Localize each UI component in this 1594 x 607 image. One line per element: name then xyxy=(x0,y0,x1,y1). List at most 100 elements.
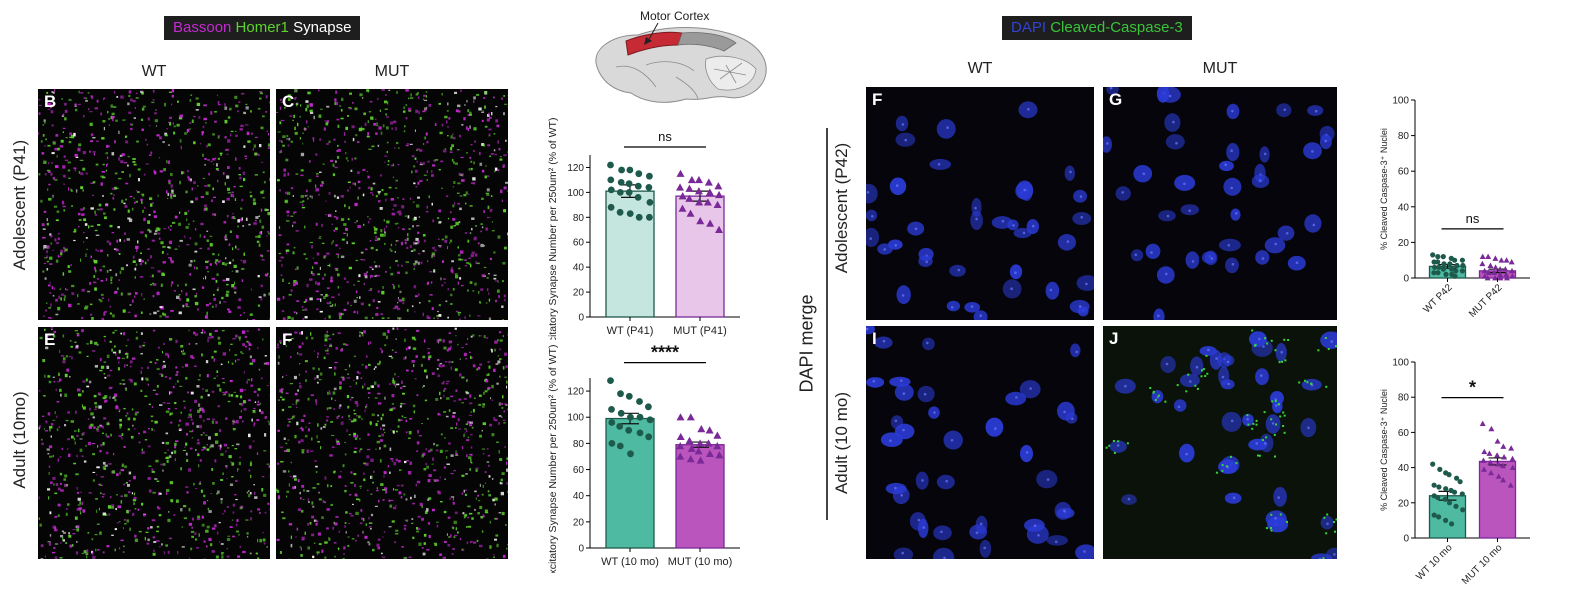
dapi-merge-side-label: DAPI merge xyxy=(796,294,817,393)
data-point xyxy=(1459,257,1465,263)
data-point xyxy=(705,188,714,196)
mut-column-header: MUT xyxy=(374,63,410,80)
data-point xyxy=(1509,273,1516,279)
data-point xyxy=(696,217,705,225)
adult-10mo-row-header: Adult (10 mo) xyxy=(832,391,851,495)
data-point xyxy=(1443,271,1449,277)
data-point xyxy=(636,398,643,405)
mut-column-header-right: MUT xyxy=(1202,60,1238,77)
caspase-stain-legend: DAPI Cleaved-Caspase-3 xyxy=(1002,16,1192,40)
data-point xyxy=(645,433,653,441)
data-point xyxy=(1488,425,1495,432)
y-axis-label: Excitatory Synapse Number per 250um² (% … xyxy=(547,345,559,573)
data-point xyxy=(634,194,642,201)
data-point xyxy=(705,426,714,434)
data-point xyxy=(635,170,643,178)
data-point xyxy=(676,413,685,421)
data-point xyxy=(1500,476,1507,483)
data-point xyxy=(676,452,685,460)
motor-cortex-label: Motor Cortex xyxy=(640,9,710,23)
x-tick-label: WT P42 xyxy=(1421,282,1454,315)
stained-nuclei xyxy=(866,101,1094,320)
data-point xyxy=(694,187,703,195)
data-point xyxy=(1479,253,1486,260)
data-point xyxy=(627,450,634,458)
data-point xyxy=(1435,259,1441,265)
data-point xyxy=(694,447,703,455)
data-point xyxy=(696,439,705,447)
data-point xyxy=(705,449,714,458)
adolescent-row-header: Adolescent (P41) xyxy=(10,139,29,271)
data-point xyxy=(1500,462,1507,469)
data-point xyxy=(1440,266,1446,272)
data-point xyxy=(1442,496,1448,502)
data-point xyxy=(1500,443,1507,449)
data-point xyxy=(625,426,633,434)
y-tick-label: 20 xyxy=(573,517,585,528)
y-tick-label: 40 xyxy=(1398,463,1410,474)
data-point xyxy=(1481,448,1488,455)
data-point xyxy=(634,182,642,190)
data-point xyxy=(1435,494,1441,501)
adult-row-header: Adult (10mo) xyxy=(10,391,29,489)
data-point xyxy=(625,180,633,188)
y-tick-label: 20 xyxy=(1398,498,1410,509)
data-point xyxy=(695,198,704,206)
data-point xyxy=(645,184,653,191)
data-point xyxy=(1497,271,1504,277)
panel-label-c: C xyxy=(282,92,295,111)
data-point xyxy=(704,178,713,186)
synapse-puncta xyxy=(276,89,508,320)
data-point xyxy=(607,161,614,169)
synapse-chart-adult: 0 20 40 60 80 100 120 Excitatory Synapse Number… xyxy=(528,338,768,581)
synapse-puncta xyxy=(276,327,508,559)
data-point xyxy=(1430,461,1436,467)
significance-label: **** xyxy=(651,343,679,363)
data-point xyxy=(616,189,624,196)
data-point xyxy=(676,183,685,191)
data-point xyxy=(706,219,715,227)
data-point xyxy=(694,175,703,184)
data-point xyxy=(1487,262,1494,268)
caspase-chart-adult: 0 20 40 60 80 100 % Cleaved Caspase-3⁺ Nuclei W… xyxy=(1375,350,1550,600)
data-point xyxy=(1435,254,1441,260)
data-point xyxy=(1488,469,1495,476)
data-point xyxy=(616,442,624,450)
data-point xyxy=(1451,489,1458,495)
data-point xyxy=(617,179,625,186)
y-tick-label: 40 xyxy=(573,491,585,502)
synapse-micrograph-wt-adolescent: B xyxy=(38,89,270,320)
data-point xyxy=(1508,258,1515,265)
y-tick-label: 120 xyxy=(567,163,584,174)
data-point xyxy=(1449,521,1455,527)
bar-mut-p41- xyxy=(675,195,725,318)
data-point xyxy=(1479,260,1486,267)
data-point xyxy=(618,166,625,174)
data-point xyxy=(608,440,616,447)
data-point xyxy=(676,442,685,450)
data-point xyxy=(1503,257,1510,263)
y-tick-label: 100 xyxy=(567,413,584,424)
data-point xyxy=(1485,269,1492,276)
data-point xyxy=(607,203,615,211)
x-tick-label: MUT (P41) xyxy=(673,325,727,337)
data-point xyxy=(1443,517,1449,523)
data-point xyxy=(1480,457,1487,463)
data-point xyxy=(1484,275,1491,281)
data-point xyxy=(1454,262,1460,269)
y-tick-label: 60 xyxy=(573,465,585,476)
y-axis-label: % Cleaved Caspase-3⁺ Nuclei xyxy=(1379,389,1389,511)
data-point xyxy=(676,432,685,441)
y-tick-label: 80 xyxy=(573,213,585,224)
y-tick-label: 20 xyxy=(573,288,585,299)
dapi-micrograph-mut-adult: J xyxy=(1103,326,1337,559)
panel-label-b: B xyxy=(44,92,57,111)
data-point xyxy=(1436,484,1442,490)
data-point xyxy=(1481,273,1488,279)
data-point xyxy=(678,192,687,200)
data-point xyxy=(1494,452,1501,458)
x-tick-label: WT (P41) xyxy=(607,325,654,337)
data-point xyxy=(608,419,616,426)
synapse-micrograph-mut-adult: F xyxy=(276,327,508,559)
y-tick-label: 100 xyxy=(567,188,584,199)
